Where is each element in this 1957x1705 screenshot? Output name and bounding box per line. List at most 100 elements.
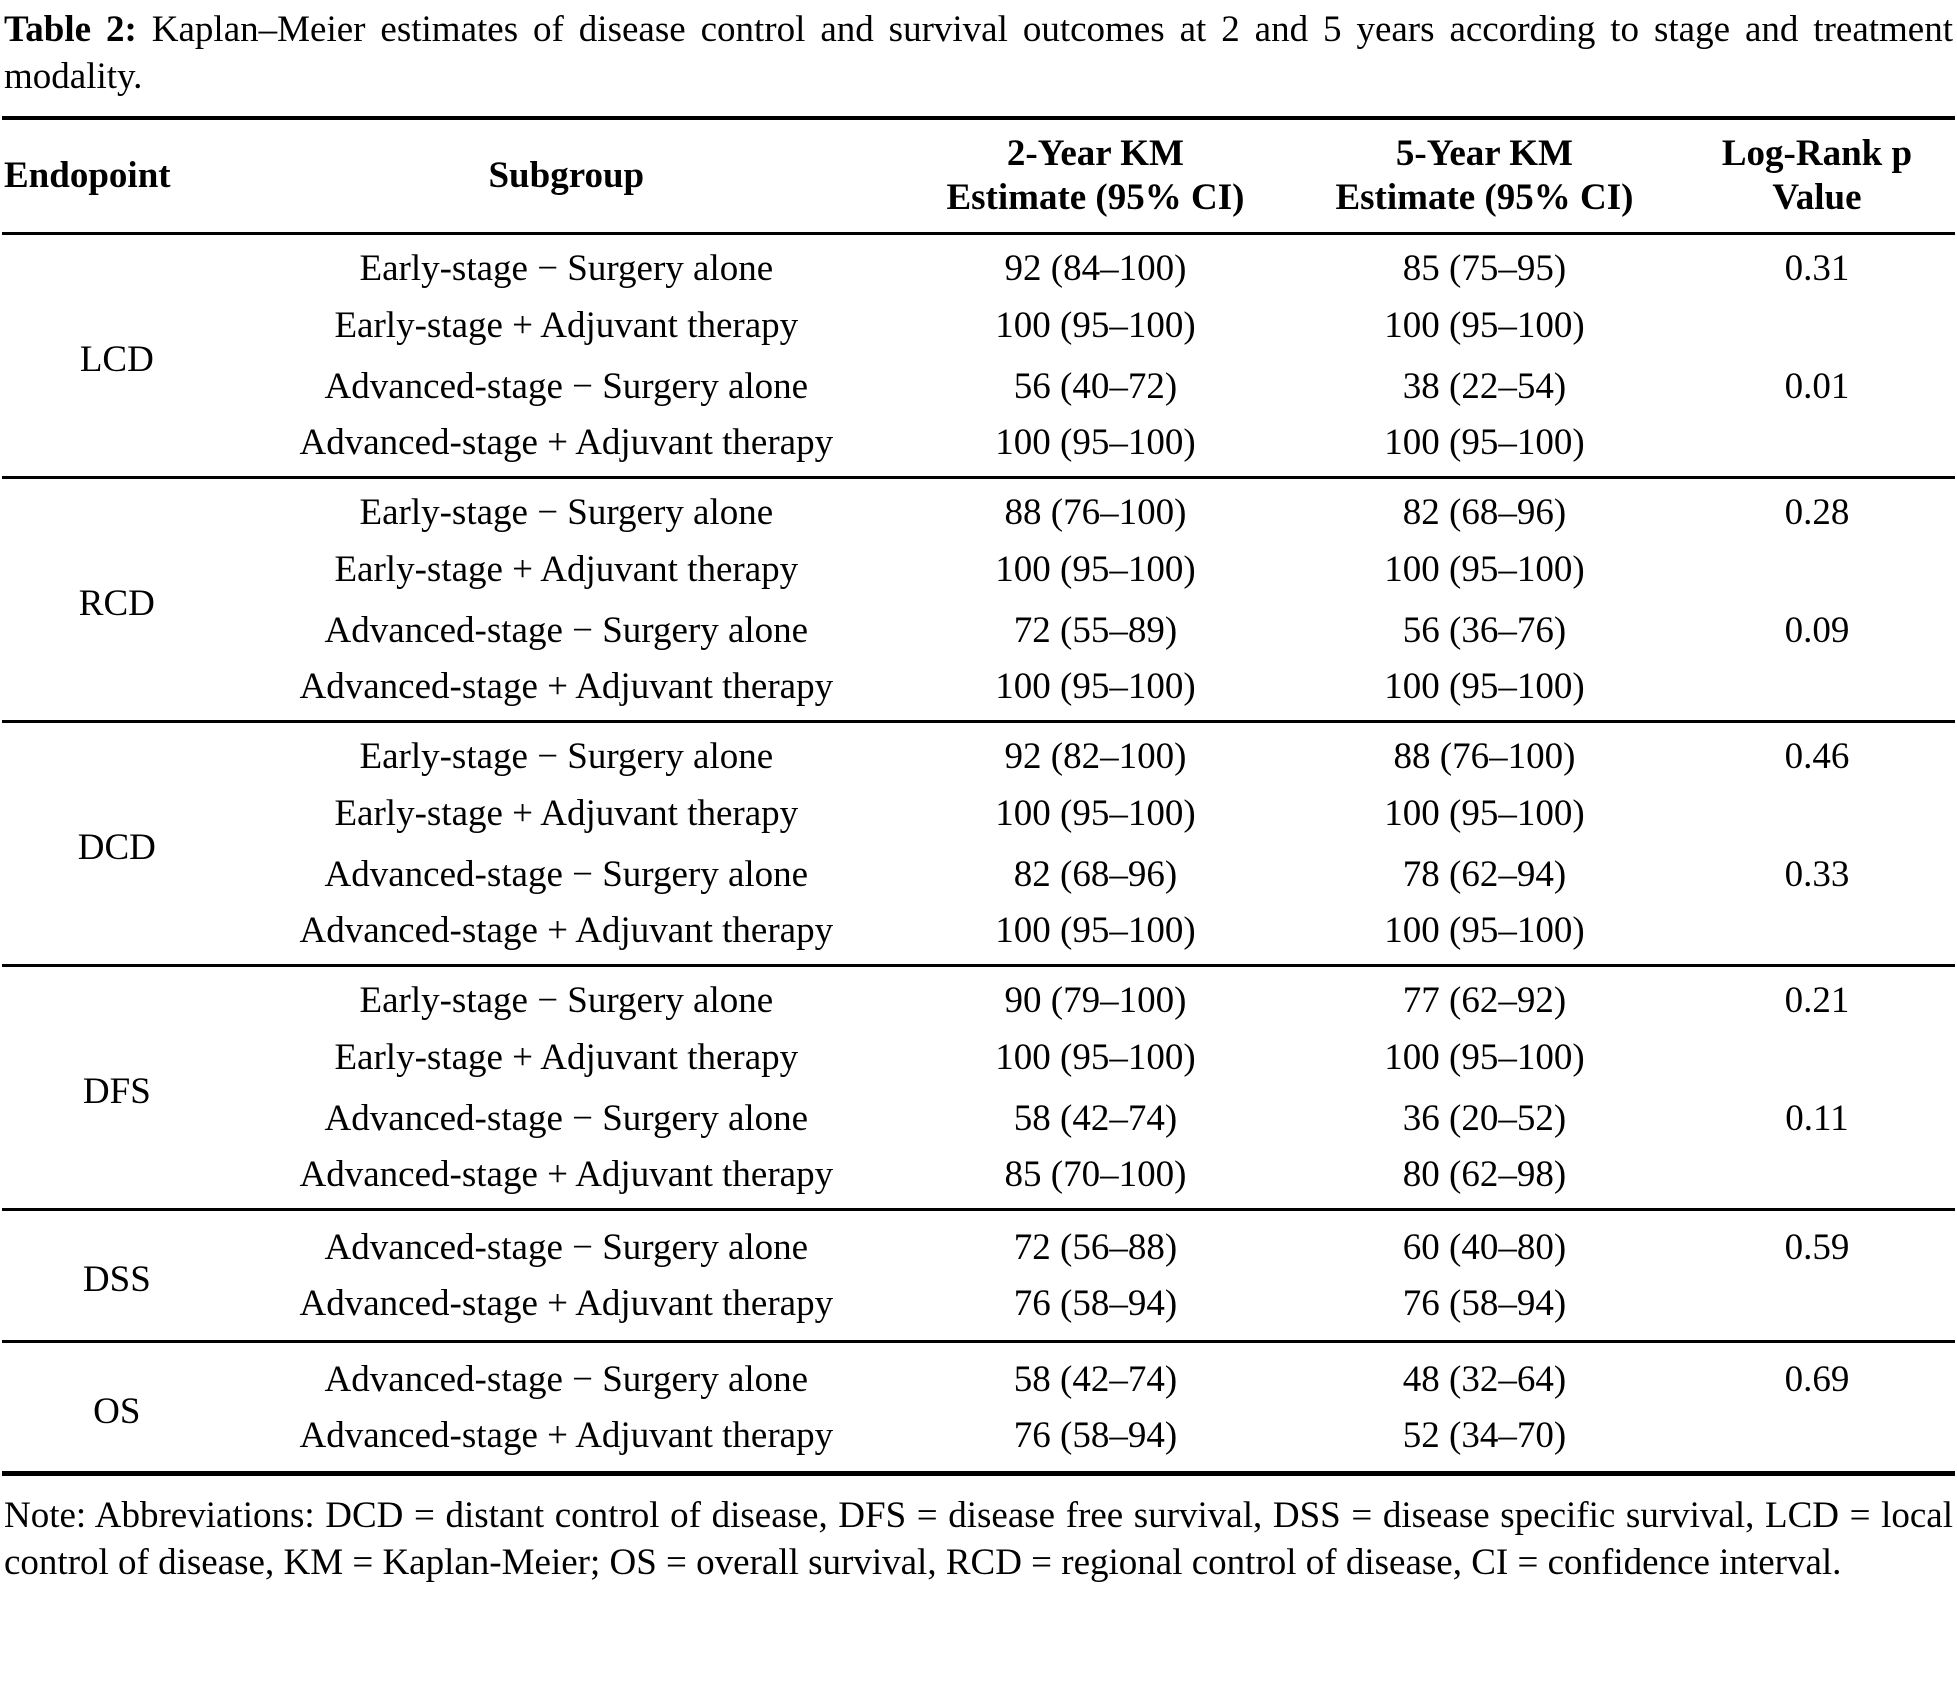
km5-cell: 100 (95–100) xyxy=(1384,421,1585,463)
table-caption-label: Table 2: xyxy=(4,9,137,50)
table-row: Advanced-stage + Adjuvant therapy 76 (58… xyxy=(2,1408,1955,1474)
km5-cell: 52 (34–70) xyxy=(1402,1414,1567,1456)
subgroup-cell: Early-stage − Surgery alone xyxy=(359,248,774,290)
table-row: DSS Advanced-stage − Surgery alone 72 (5… xyxy=(2,1210,1955,1298)
subgroup-cell: Early-stage + Adjuvant therapy xyxy=(334,1036,799,1078)
table-row: DFS Early-stage − Surgery alone 90 (79–1… xyxy=(2,966,1955,1110)
km2-cell: 72 (56–88) xyxy=(1013,1226,1178,1268)
km5-cell: 80 (62–98) xyxy=(1402,1153,1567,1195)
pvalue-cell xyxy=(1679,905,1955,966)
km5-cell: 38 (22–54) xyxy=(1402,365,1567,407)
pvalue-cell xyxy=(1679,783,1955,844)
km2-cell: 100 (95–100) xyxy=(995,304,1196,346)
subgroup-cell: Advanced-stage − Surgery alone xyxy=(324,853,809,895)
subgroup-cell: Advanced-stage − Surgery alone xyxy=(324,1226,809,1268)
subgroup-cell: Advanced-stage + Adjuvant therapy xyxy=(299,665,834,707)
table-header: Endopoint Subgroup 2-Year KM Estimate (9… xyxy=(2,118,1955,235)
km2-cell: 100 (95–100) xyxy=(995,909,1196,951)
pvalue-cell: 0.69 xyxy=(1784,1358,1850,1400)
table-row: Advanced-stage − Surgery alone 56 (40–72… xyxy=(2,356,1955,417)
table-row: Early-stage + Adjuvant therapy 100 (95–1… xyxy=(2,539,1955,600)
km2-cell: 100 (95–100) xyxy=(995,665,1196,707)
subgroup-cell: Early-stage + Adjuvant therapy xyxy=(334,304,799,346)
km2-cell: 100 (95–100) xyxy=(995,548,1196,590)
header-logrank-p-line2: Value xyxy=(1772,177,1862,218)
table-row: Advanced-stage + Adjuvant therapy 85 (70… xyxy=(2,1149,1955,1210)
km5-cell: 100 (95–100) xyxy=(1384,792,1585,834)
km2-cell: 100 (95–100) xyxy=(995,421,1196,463)
pvalue-cell: 0.01 xyxy=(1784,365,1850,407)
km2-cell: 76 (58–94) xyxy=(1013,1283,1178,1325)
section-dcd: DCD Early-stage − Surgery alone 92 (82–1… xyxy=(2,722,1955,966)
section-dss: DSS Advanced-stage − Surgery alone 72 (5… xyxy=(2,1210,1955,1342)
km2-cell: 76 (58–94) xyxy=(1013,1414,1178,1456)
subgroup-cell: Advanced-stage + Adjuvant therapy xyxy=(299,1283,834,1325)
table-row: OS Advanced-stage − Surgery alone 58 (42… xyxy=(2,1342,1955,1430)
pvalue-cell: 0.33 xyxy=(1784,853,1850,895)
km5-cell: 88 (76–100) xyxy=(1393,736,1576,778)
subgroup-cell: Early-stage + Adjuvant therapy xyxy=(334,792,799,834)
pvalue-cell: 0.46 xyxy=(1784,736,1850,778)
km2-cell: 88 (76–100) xyxy=(1004,492,1187,534)
header-2yr-km-line1: 2-Year KM xyxy=(1006,133,1184,174)
pvalue-cell: 0.09 xyxy=(1784,609,1850,651)
pvalue-cell: 0.28 xyxy=(1784,492,1850,534)
table-row: Advanced-stage − Surgery alone 82 (68–96… xyxy=(2,844,1955,905)
km5-cell: 100 (95–100) xyxy=(1384,548,1585,590)
header-subgroup: Subgroup xyxy=(231,118,901,235)
table-row: Advanced-stage + Adjuvant therapy 76 (58… xyxy=(2,1276,1955,1342)
section-os: OS Advanced-stage − Surgery alone 58 (42… xyxy=(2,1342,1955,1474)
pvalue-cell xyxy=(1679,417,1955,478)
header-2yr-km: 2-Year KM Estimate (95% CI) xyxy=(900,118,1290,235)
table-caption-text: Kaplan–Meier estimates of disease contro… xyxy=(4,9,1954,97)
km2-cell: 85 (70–100) xyxy=(1004,1153,1187,1195)
km2-cell: 92 (82–100) xyxy=(1004,736,1187,778)
subgroup-cell: Advanced-stage + Adjuvant therapy xyxy=(299,1414,834,1456)
km5-cell: 82 (68–96) xyxy=(1402,492,1567,534)
subgroup-cell: Early-stage − Surgery alone xyxy=(359,736,774,778)
header-5yr-km-line1: 5-Year KM xyxy=(1395,133,1573,174)
km5-cell: 100 (95–100) xyxy=(1384,1036,1585,1078)
pvalue-cell xyxy=(1679,295,1955,356)
subgroup-cell: Early-stage − Surgery alone xyxy=(359,492,774,534)
endpoint-label-dfs: DFS xyxy=(82,1071,151,1112)
table-row: Advanced-stage − Surgery alone 72 (55–89… xyxy=(2,600,1955,661)
km5-cell: 60 (40–80) xyxy=(1402,1226,1567,1268)
km-estimates-table: Endopoint Subgroup 2-Year KM Estimate (9… xyxy=(2,116,1955,1476)
km5-cell: 100 (95–100) xyxy=(1384,665,1585,707)
km5-cell: 100 (95–100) xyxy=(1384,909,1585,951)
pvalue-cell: 0.31 xyxy=(1784,248,1850,290)
pvalue-cell xyxy=(1679,1149,1955,1210)
endpoint-label-dss: DSS xyxy=(82,1259,151,1300)
km5-cell: 78 (62–94) xyxy=(1402,853,1567,895)
header-logrank-p-line1: Log-Rank p xyxy=(1721,133,1913,174)
km2-cell: 92 (84–100) xyxy=(1004,248,1187,290)
subgroup-cell: Advanced-stage + Adjuvant therapy xyxy=(299,1153,834,1195)
km2-cell: 90 (79–100) xyxy=(1004,980,1187,1022)
subgroup-cell: Advanced-stage − Surgery alone xyxy=(324,609,809,651)
km2-cell: 58 (42–74) xyxy=(1013,1097,1178,1139)
section-rcd: RCD Early-stage − Surgery alone 88 (76–1… xyxy=(2,478,1955,722)
km2-cell: 56 (40–72) xyxy=(1013,365,1178,407)
header-5yr-km-line2: Estimate (95% CI) xyxy=(1335,177,1634,218)
header-5yr-km: 5-Year KM Estimate (95% CI) xyxy=(1289,118,1679,235)
subgroup-cell: Advanced-stage − Surgery alone xyxy=(324,1358,809,1400)
subgroup-cell: Advanced-stage − Surgery alone xyxy=(324,365,809,407)
table-footnote: Note: Abbreviations: DCD = distant contr… xyxy=(4,1495,1953,1583)
subgroup-cell: Advanced-stage + Adjuvant therapy xyxy=(299,421,834,463)
subgroup-cell: Advanced-stage + Adjuvant therapy xyxy=(299,909,834,951)
km5-cell: 36 (20–52) xyxy=(1402,1097,1567,1139)
section-dfs: DFS Early-stage − Surgery alone 90 (79–1… xyxy=(2,966,1955,1210)
km2-cell: 72 (55–89) xyxy=(1013,609,1178,651)
pvalue-cell xyxy=(1679,1276,1955,1342)
km5-cell: 77 (62–92) xyxy=(1402,980,1567,1022)
km5-cell: 85 (75–95) xyxy=(1402,248,1567,290)
km2-cell: 58 (42–74) xyxy=(1013,1358,1178,1400)
endpoint-label-lcd: LCD xyxy=(79,339,154,380)
pvalue-cell xyxy=(1679,1408,1955,1474)
table-caption: Table 2: Kaplan–Meier estimates of disea… xyxy=(2,6,1955,100)
table-row: DCD Early-stage − Surgery alone 92 (82–1… xyxy=(2,722,1955,866)
endpoint-label-dcd: DCD xyxy=(77,827,156,868)
pvalue-cell xyxy=(1679,661,1955,722)
km5-cell: 76 (58–94) xyxy=(1402,1283,1567,1325)
